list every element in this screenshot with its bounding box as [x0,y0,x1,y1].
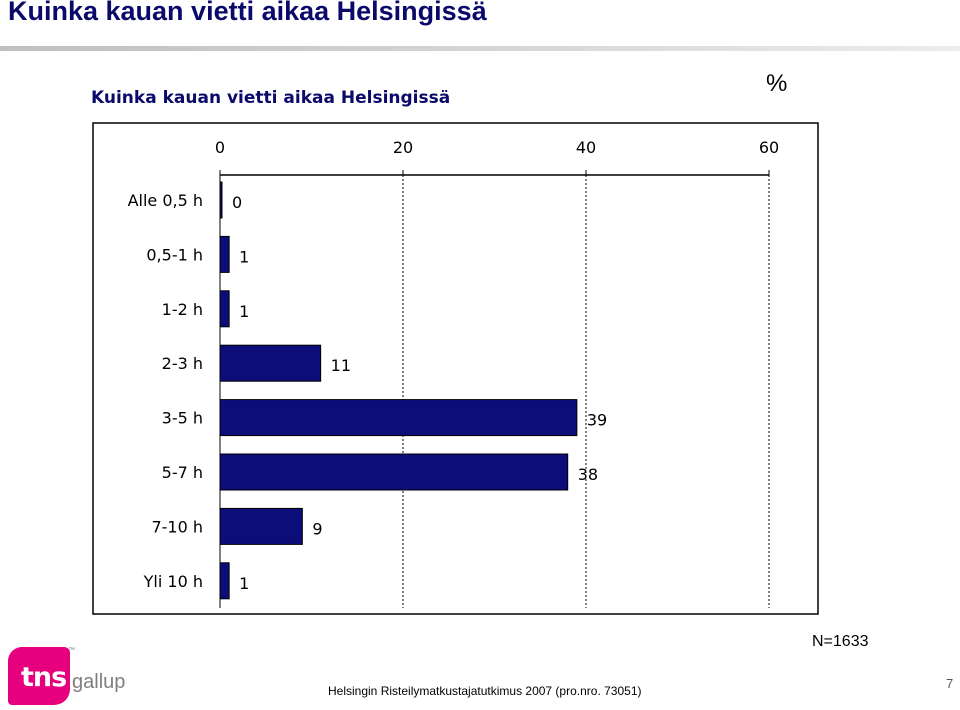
source-label: Helsingin Risteilymatkustajatutkimus 200… [328,684,642,698]
data-label: 1 [239,574,249,593]
logo-tns-text: tns [21,662,67,693]
bar [219,344,322,382]
logo-trademark: ™ [68,647,75,654]
unit-label: % [766,70,788,97]
sample-size-label: N=1633 [812,633,869,650]
data-label: 1 [239,302,249,321]
bar [219,562,230,600]
chart-frame [92,122,819,615]
data-label: 9 [312,519,322,538]
category-label: 2-3 h [162,354,203,373]
data-label: 1 [239,247,249,266]
bar [219,181,223,219]
bar-layer [219,181,578,600]
x-tick-label: 0 [215,138,225,157]
category-label: Yli 10 h [143,572,203,591]
category-label: 5-7 h [162,463,203,482]
bar [219,290,230,328]
x-tick-label: 60 [759,138,779,157]
tns-gallup-logo: tns ™ gallup [8,647,125,705]
bar [219,399,578,437]
bar [219,235,230,273]
x-tick-label: 40 [576,138,596,157]
category-label: 7-10 h [151,517,203,536]
data-label: 11 [331,356,351,375]
x-tick-label: 20 [393,138,413,157]
grid-layer [402,175,770,608]
bar [219,507,303,545]
bar [219,453,569,491]
slide-title: Kuinka kauan vietti aikaa Helsingissä [8,0,487,26]
data-label: 0 [232,193,242,212]
data-label: 38 [578,465,598,484]
category-label: Alle 0,5 h [128,191,203,210]
logo-badge [8,647,70,705]
logo-gallup-text: gallup [72,671,126,693]
label-layer: 0 20 40 60 Alle 0,5 h 0 0,5-1 h 1 1-2 h 1 2-3 h 11 3… [128,138,780,593]
title-divider [0,46,960,51]
category-label: 3-5 h [162,409,203,428]
page-number: 7 [946,676,954,691]
data-label: 39 [587,411,607,430]
category-label: 0,5-1 h [146,245,203,264]
category-label: 1-2 h [162,300,203,319]
chart-title: Kuinka kauan vietti aikaa Helsingissä [91,88,451,108]
